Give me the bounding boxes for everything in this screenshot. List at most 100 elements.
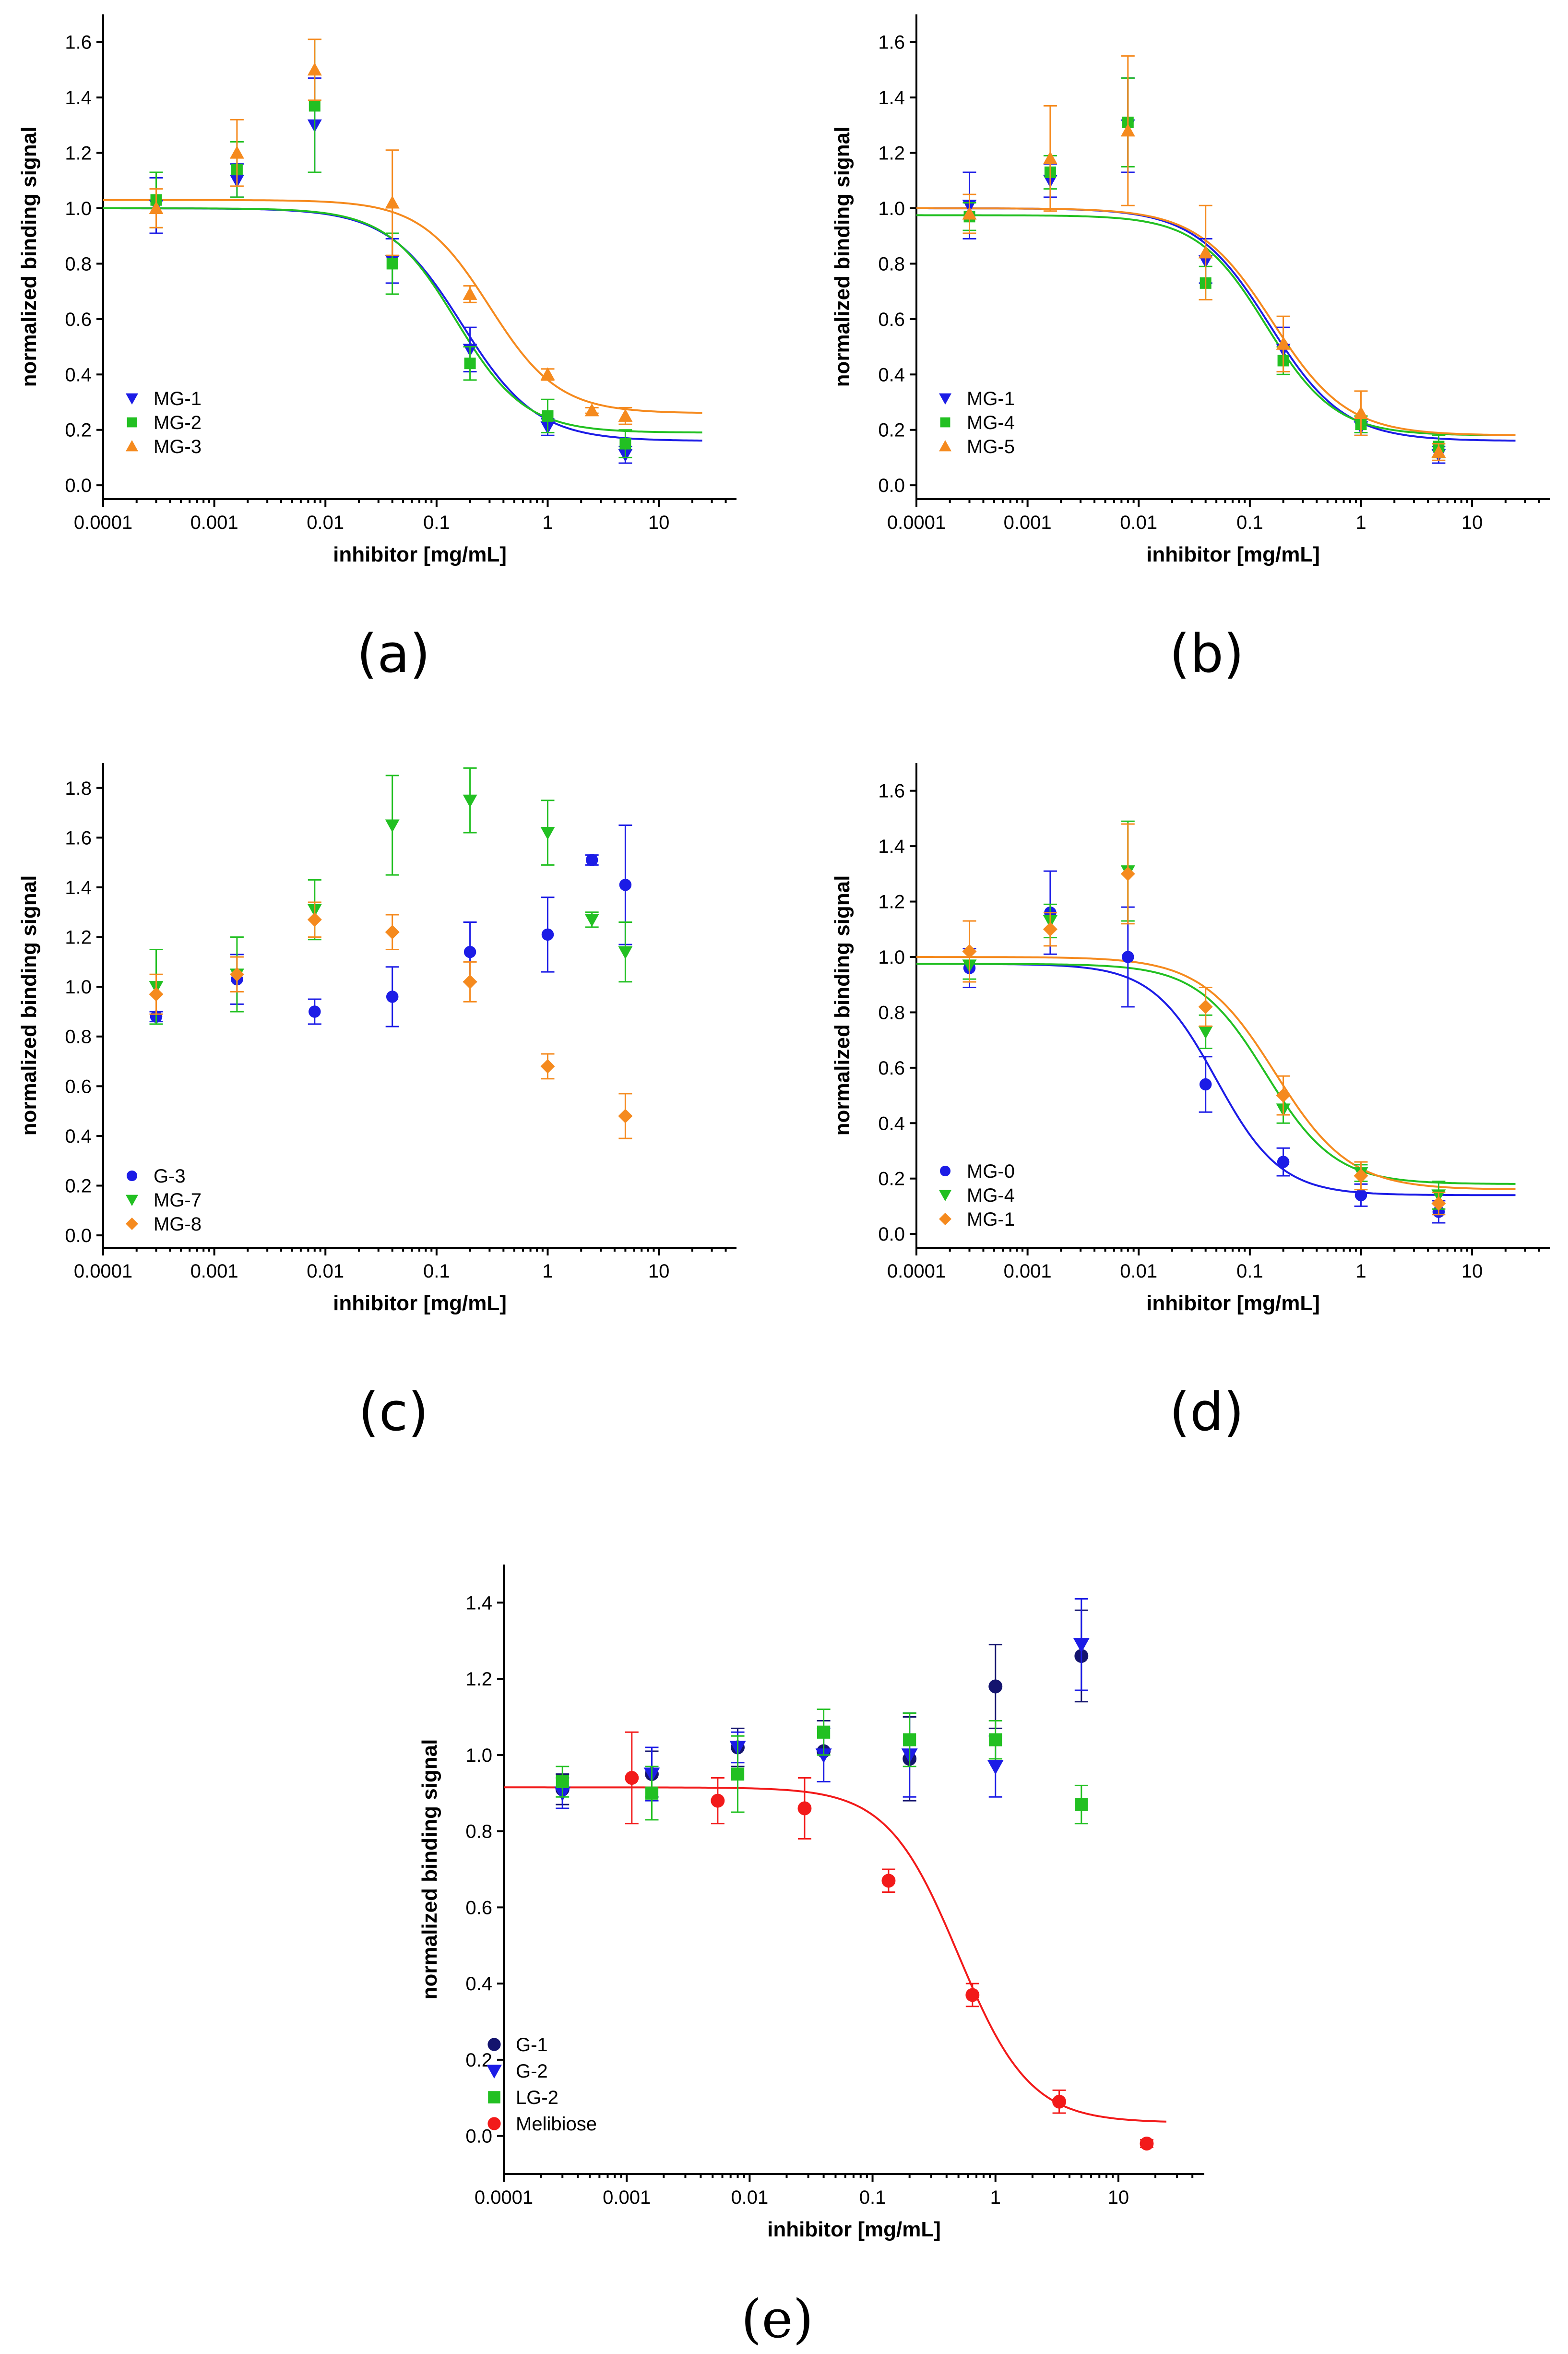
legend-label-mg-4: MG-4 bbox=[967, 1185, 1015, 1206]
data-point-mg-3 bbox=[149, 201, 164, 214]
data-point-mg-0 bbox=[1277, 1156, 1290, 1168]
legend-marker-g-3 bbox=[126, 1170, 138, 1182]
data-point-g-1 bbox=[988, 1679, 1003, 1694]
y-tick-label: 0.4 bbox=[465, 1973, 492, 1995]
legend-label-mg-1: MG-1 bbox=[154, 388, 202, 409]
data-point-mg-1 bbox=[1276, 1088, 1291, 1103]
fit-curve-melibiose bbox=[504, 1786, 1166, 2123]
y-tick-label: 1.0 bbox=[65, 198, 92, 219]
y-tick-label: 1.6 bbox=[878, 32, 905, 53]
y-axis-title: normalized binding signal bbox=[831, 875, 854, 1136]
y-tick-label: 0.8 bbox=[878, 1002, 905, 1023]
legend-label-mg-0: MG-0 bbox=[967, 1161, 1015, 1182]
series-lg-2 bbox=[556, 1709, 1088, 1825]
data-point-g-3 bbox=[309, 1005, 321, 1018]
panel-caption-d: (d) bbox=[1169, 1381, 1244, 1443]
x-tick-label: 0.1 bbox=[423, 1261, 450, 1282]
legend-marker-melibiose bbox=[487, 2117, 501, 2130]
data-point-lg-2 bbox=[731, 1767, 745, 1781]
x-axis-title: inhibitor [mg/mL] bbox=[1146, 543, 1320, 566]
x-tick-label: 0.0001 bbox=[74, 1261, 132, 1282]
legend-label-mg-1: MG-1 bbox=[967, 388, 1015, 409]
y-tick-label: 0.6 bbox=[878, 1058, 905, 1079]
y-tick-label: 1.2 bbox=[65, 143, 92, 164]
y-tick-label: 1.0 bbox=[65, 977, 92, 998]
series-mg-7 bbox=[149, 767, 633, 1025]
y-tick-label: 1.0 bbox=[465, 1745, 492, 1766]
fit-curve-mg-3 bbox=[103, 199, 702, 414]
chart-panel-c: 0.0 0.2 0.4 0.6 0.8 1.0 1.2 1.4 1.6 1.8 0.0001 0.00… bbox=[17, 763, 736, 1443]
data-point-g-3 bbox=[619, 879, 632, 891]
data-point-mg-7 bbox=[618, 946, 633, 959]
data-point-mg-8 bbox=[540, 1059, 555, 1074]
y-tick-label: 0.6 bbox=[878, 309, 905, 330]
x-tick-label: 0.01 bbox=[1120, 512, 1157, 533]
x-tick-label: 1 bbox=[1355, 512, 1366, 533]
y-tick-label: 1.0 bbox=[878, 198, 905, 219]
x-tick-label: 0.1 bbox=[1236, 1261, 1263, 1282]
data-point-melibiose bbox=[881, 1874, 896, 1888]
x-axis-title: inhibitor [mg/mL] bbox=[333, 1291, 507, 1315]
legend-marker-mg-8 bbox=[126, 1218, 138, 1230]
data-point-melibiose bbox=[711, 1793, 725, 1808]
y-tick-label: 0.8 bbox=[465, 1821, 492, 1842]
y-tick-label: 1.2 bbox=[465, 1669, 492, 1690]
data-point-g-3 bbox=[463, 945, 476, 958]
data-point-g-2 bbox=[987, 1760, 1004, 1775]
data-point-lg-2 bbox=[645, 1786, 659, 1800]
x-tick-label: 1 bbox=[990, 2187, 1001, 2208]
x-tick-label: 10 bbox=[1108, 2187, 1129, 2208]
y-tick-label: 0.6 bbox=[465, 1897, 492, 1918]
legend-marker-g-1 bbox=[487, 2038, 501, 2051]
data-point-mg-1 bbox=[1354, 1168, 1368, 1183]
data-point-mg-8 bbox=[149, 987, 164, 1002]
legend-marker-mg-5 bbox=[939, 440, 951, 452]
y-axis-title: normalized binding signal bbox=[831, 127, 854, 387]
data-point-mg-3 bbox=[307, 62, 322, 76]
x-tick-label: 0.01 bbox=[307, 512, 344, 533]
data-point-mg-3 bbox=[463, 287, 477, 300]
fit-curve-mg-4 bbox=[916, 214, 1516, 436]
legend-marker-mg-4 bbox=[940, 417, 950, 428]
y-tick-label: 0.4 bbox=[65, 364, 92, 385]
legend-marker-lg-2 bbox=[488, 2091, 500, 2103]
y-tick-label: 1.0 bbox=[878, 947, 905, 968]
x-tick-label: 0.0001 bbox=[887, 512, 946, 533]
series-mg-4 bbox=[962, 820, 1446, 1210]
panel-caption-a: (a) bbox=[356, 623, 430, 684]
data-point-mg-5 bbox=[1043, 151, 1057, 165]
y-tick-label: 1.6 bbox=[65, 32, 92, 53]
y-tick-label: 1.6 bbox=[65, 827, 92, 848]
series-mg-1 bbox=[149, 77, 633, 464]
y-tick-label: 1.8 bbox=[65, 778, 92, 799]
panel-caption-c: (c) bbox=[358, 1381, 428, 1443]
legend-marker-mg-7 bbox=[126, 1195, 138, 1206]
series-g-3 bbox=[149, 824, 632, 1028]
x-tick-label: 0.1 bbox=[423, 512, 450, 533]
x-axis-title: inhibitor [mg/mL] bbox=[767, 2218, 941, 2241]
fit-curve-mg-5 bbox=[916, 207, 1516, 436]
data-point-mg-2 bbox=[619, 438, 631, 450]
data-point-mg-8 bbox=[307, 912, 322, 927]
y-tick-label: 0.4 bbox=[878, 364, 905, 385]
data-point-mg-5 bbox=[1431, 444, 1446, 458]
x-tick-label: 0.001 bbox=[603, 2187, 651, 2208]
x-tick-label: 0.001 bbox=[190, 1261, 238, 1282]
x-tick-label: 10 bbox=[1461, 1261, 1483, 1282]
data-point-mg-5 bbox=[1276, 336, 1291, 350]
x-tick-label: 1 bbox=[1355, 1261, 1366, 1282]
legend-marker-mg-3 bbox=[126, 440, 138, 452]
data-point-lg-2 bbox=[903, 1733, 916, 1746]
chart-panel-a: 0.0 0.2 0.4 0.6 0.8 1.0 1.2 1.4 1.6 0.0001 0.001 0.… bbox=[17, 14, 736, 684]
y-tick-label: 1.2 bbox=[878, 892, 905, 913]
x-axis-title: inhibitor [mg/mL] bbox=[1146, 1291, 1320, 1315]
data-point-mg-7 bbox=[463, 794, 477, 808]
x-tick-label: 0.0001 bbox=[887, 1261, 946, 1282]
y-tick-label: 0.4 bbox=[878, 1113, 905, 1134]
x-tick-label: 1 bbox=[542, 1261, 553, 1282]
legend-marker-mg-1 bbox=[126, 393, 138, 405]
y-tick-label: 1.4 bbox=[878, 836, 905, 857]
data-point-mg-5 bbox=[1120, 123, 1135, 137]
fit-curve-mg-2 bbox=[103, 207, 702, 434]
data-point-mg-5 bbox=[962, 206, 977, 220]
